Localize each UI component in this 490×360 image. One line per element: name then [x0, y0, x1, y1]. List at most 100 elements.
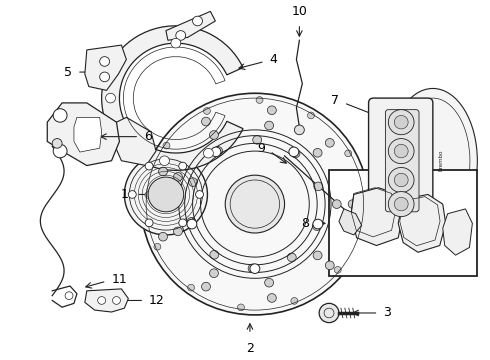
- Text: 3: 3: [383, 306, 392, 319]
- Circle shape: [99, 57, 110, 66]
- Ellipse shape: [389, 89, 477, 233]
- Circle shape: [319, 303, 339, 323]
- Circle shape: [201, 117, 210, 126]
- Polygon shape: [85, 45, 126, 90]
- Polygon shape: [398, 194, 446, 252]
- Circle shape: [389, 192, 414, 217]
- Polygon shape: [85, 289, 128, 312]
- Text: 6: 6: [144, 130, 152, 143]
- Bar: [329, 170, 477, 276]
- Circle shape: [203, 148, 213, 158]
- Circle shape: [145, 219, 153, 227]
- Text: 2: 2: [246, 342, 254, 355]
- Polygon shape: [443, 209, 472, 255]
- Circle shape: [188, 284, 195, 291]
- Circle shape: [189, 178, 197, 186]
- Circle shape: [268, 294, 276, 302]
- Polygon shape: [74, 117, 101, 152]
- Circle shape: [348, 200, 357, 208]
- Circle shape: [99, 72, 110, 82]
- Circle shape: [313, 222, 321, 230]
- Circle shape: [173, 227, 182, 236]
- Circle shape: [173, 172, 182, 181]
- Circle shape: [211, 147, 221, 157]
- Polygon shape: [107, 117, 156, 166]
- Circle shape: [265, 121, 273, 130]
- Circle shape: [394, 116, 408, 129]
- Circle shape: [287, 253, 296, 262]
- Circle shape: [159, 232, 168, 241]
- Circle shape: [313, 148, 322, 157]
- Polygon shape: [166, 12, 215, 40]
- Circle shape: [248, 264, 257, 273]
- Circle shape: [357, 219, 364, 226]
- Polygon shape: [339, 209, 362, 235]
- Circle shape: [179, 219, 187, 227]
- Circle shape: [291, 149, 300, 158]
- Circle shape: [179, 162, 187, 170]
- Circle shape: [187, 217, 196, 226]
- Circle shape: [314, 182, 323, 191]
- Circle shape: [113, 297, 121, 304]
- Circle shape: [201, 282, 210, 291]
- Text: 9: 9: [257, 142, 265, 155]
- Circle shape: [394, 144, 408, 158]
- Circle shape: [238, 304, 245, 311]
- Circle shape: [289, 147, 299, 157]
- Text: 10: 10: [292, 5, 307, 18]
- Circle shape: [193, 16, 202, 26]
- Circle shape: [325, 139, 334, 147]
- Text: 5: 5: [64, 66, 72, 78]
- Circle shape: [171, 38, 181, 48]
- Circle shape: [141, 93, 368, 315]
- Circle shape: [214, 147, 222, 155]
- Circle shape: [313, 251, 322, 260]
- Text: 4: 4: [270, 53, 278, 66]
- Circle shape: [52, 139, 62, 148]
- Circle shape: [268, 106, 276, 114]
- Circle shape: [210, 269, 219, 278]
- Circle shape: [65, 292, 73, 300]
- Circle shape: [196, 190, 203, 198]
- Circle shape: [210, 251, 219, 259]
- Circle shape: [256, 96, 263, 103]
- Circle shape: [394, 197, 408, 211]
- Text: 7: 7: [331, 94, 339, 107]
- Circle shape: [53, 144, 67, 158]
- Text: 12: 12: [149, 294, 165, 307]
- Circle shape: [210, 131, 219, 139]
- Circle shape: [160, 156, 170, 166]
- Circle shape: [154, 243, 161, 250]
- Circle shape: [159, 167, 168, 176]
- Circle shape: [106, 93, 116, 103]
- Circle shape: [148, 177, 184, 212]
- Circle shape: [265, 278, 273, 287]
- Text: 8: 8: [301, 217, 309, 230]
- FancyBboxPatch shape: [386, 110, 419, 212]
- Circle shape: [325, 261, 334, 270]
- Circle shape: [345, 150, 352, 157]
- Circle shape: [253, 135, 262, 144]
- Circle shape: [145, 162, 153, 170]
- Circle shape: [313, 219, 323, 229]
- Text: 1: 1: [121, 188, 128, 201]
- Circle shape: [389, 110, 414, 135]
- Text: Brembo: Brembo: [438, 150, 443, 171]
- Circle shape: [334, 266, 341, 273]
- Circle shape: [250, 264, 260, 274]
- Circle shape: [291, 297, 298, 304]
- Circle shape: [394, 173, 408, 187]
- Circle shape: [389, 167, 414, 193]
- Circle shape: [124, 154, 207, 235]
- Circle shape: [225, 175, 285, 233]
- Circle shape: [308, 112, 315, 119]
- Circle shape: [332, 200, 341, 208]
- Circle shape: [145, 192, 152, 198]
- Text: 11: 11: [112, 273, 127, 286]
- Circle shape: [128, 190, 136, 198]
- Circle shape: [203, 108, 210, 114]
- Circle shape: [294, 125, 304, 135]
- FancyBboxPatch shape: [368, 98, 433, 228]
- Circle shape: [53, 109, 67, 122]
- Circle shape: [163, 142, 170, 149]
